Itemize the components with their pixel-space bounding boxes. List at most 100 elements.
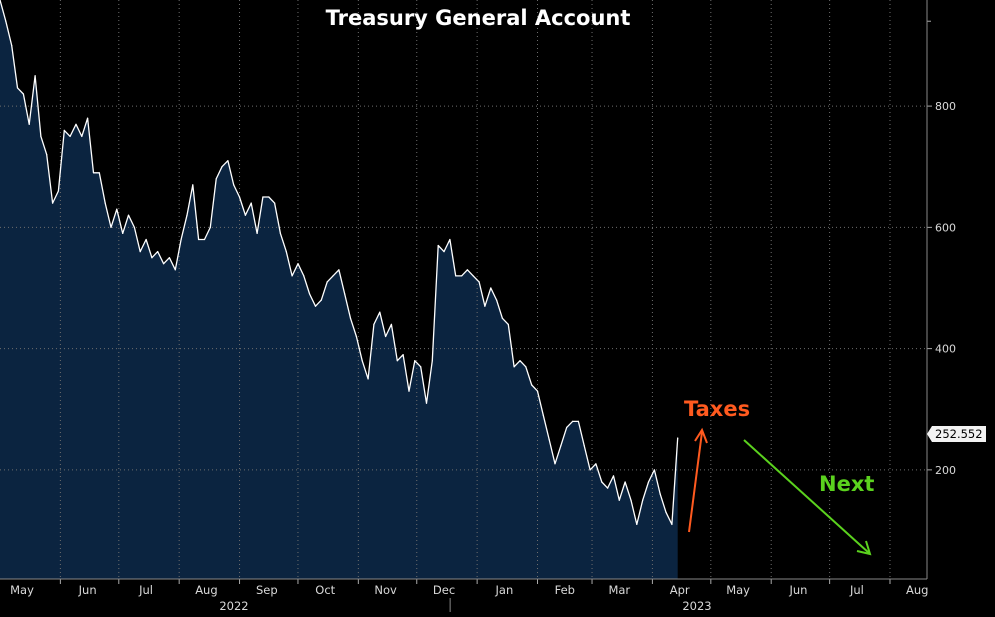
- data-point: [34, 75, 36, 77]
- data-point: [548, 439, 550, 441]
- data-point: [542, 414, 544, 416]
- next-arrowhead: [856, 540, 872, 556]
- data-point: [314, 305, 317, 307]
- data-point: [122, 232, 124, 234]
- data-point: [630, 499, 632, 501]
- data-point: [677, 437, 679, 439]
- data-point: [116, 208, 118, 210]
- data-point: [209, 226, 211, 228]
- data-point: [525, 366, 527, 368]
- data-point: [490, 287, 492, 289]
- data-point: [437, 244, 439, 247]
- data-point: [420, 366, 422, 368]
- data-point: [244, 214, 246, 216]
- x-tick-label: Aug: [195, 583, 217, 597]
- data-point: [361, 360, 363, 362]
- data-point: [274, 202, 276, 204]
- data-point: [355, 335, 357, 338]
- data-point: [69, 135, 71, 137]
- next-annotation: Next: [743, 439, 874, 556]
- data-point: [595, 463, 597, 465]
- data-point: [642, 499, 644, 501]
- data-point: [554, 463, 556, 465]
- data-point: [536, 390, 539, 392]
- data-point: [186, 214, 188, 216]
- data-point: [303, 275, 305, 277]
- data-point: [87, 117, 89, 119]
- data-point: [227, 160, 229, 162]
- data-point: [390, 323, 392, 325]
- data-point: [367, 378, 369, 380]
- data-point: [601, 481, 603, 483]
- taxes-annotation: Taxes: [684, 397, 750, 533]
- data-point: [215, 178, 217, 180]
- data-point: [221, 166, 223, 168]
- data-point: [198, 238, 200, 241]
- last-value-tag: 252.552: [927, 426, 986, 442]
- data-point: [583, 445, 585, 447]
- next-arrow: [743, 439, 870, 554]
- data-point: [238, 196, 241, 198]
- data-point: [98, 172, 100, 174]
- x-tick-label: Jun: [788, 583, 807, 597]
- data-point: [180, 238, 182, 241]
- data-point: [501, 317, 503, 319]
- year-label-2022: 2022: [219, 599, 248, 613]
- data-point: [168, 257, 170, 259]
- data-point: [560, 445, 562, 447]
- data-point: [344, 293, 346, 295]
- data-point: [379, 311, 381, 313]
- data-point: [461, 275, 463, 277]
- area-layer: [0, 0, 678, 579]
- last-value-label: 252.552: [935, 427, 983, 441]
- data-point: [233, 184, 235, 186]
- x-tick-label: Jul: [138, 583, 153, 597]
- data-point: [484, 305, 486, 307]
- x-tick-label: Jan: [495, 583, 514, 597]
- data-point: [28, 123, 30, 125]
- data-point: [572, 420, 574, 422]
- data-point: [671, 523, 673, 526]
- data-point: [513, 366, 515, 368]
- last-value-tag-shape: [927, 426, 986, 442]
- data-point: [443, 251, 445, 253]
- x-tick-label: Dec: [433, 583, 455, 597]
- data-point: [425, 402, 428, 404]
- x-tick-label: Jul: [849, 583, 864, 597]
- data-point: [297, 263, 299, 265]
- data-point: [653, 469, 656, 471]
- data-point: [385, 335, 387, 338]
- data-point: [192, 184, 194, 186]
- data-point: [163, 263, 165, 265]
- data-point: [496, 299, 498, 301]
- x-tick-label: Jun: [78, 583, 97, 597]
- data-point: [151, 257, 153, 259]
- data-point: [408, 390, 410, 392]
- data-point: [449, 238, 451, 241]
- data-point: [455, 275, 457, 277]
- grid-layer: [0, 0, 927, 579]
- data-point: [203, 238, 206, 241]
- axis-layer: 200 400 600 800 May Jun Jul Aug Sep Oct Nov Dec Jan F…: [0, 0, 956, 613]
- data-point: [478, 281, 480, 283]
- y-tick-label: 200: [935, 464, 956, 477]
- data-point: [104, 202, 106, 204]
- data-point: [92, 172, 95, 174]
- data-point: [5, 20, 7, 22]
- line-layer: [0, 0, 679, 526]
- x-tick-label: Feb: [555, 583, 575, 597]
- data-point: [332, 275, 334, 277]
- data-point: [396, 360, 398, 362]
- data-point: [618, 499, 620, 501]
- data-point: [127, 214, 130, 216]
- data-point: [0, 0, 1, 1]
- data-point: [46, 154, 48, 156]
- data-point: [75, 123, 77, 125]
- data-point: [647, 481, 650, 483]
- x-tick-label: Sep: [256, 583, 278, 597]
- taxes-label: Taxes: [684, 397, 750, 421]
- taxes-arrowhead: [694, 427, 708, 444]
- series-area: [0, 0, 678, 579]
- data-point: [145, 238, 147, 241]
